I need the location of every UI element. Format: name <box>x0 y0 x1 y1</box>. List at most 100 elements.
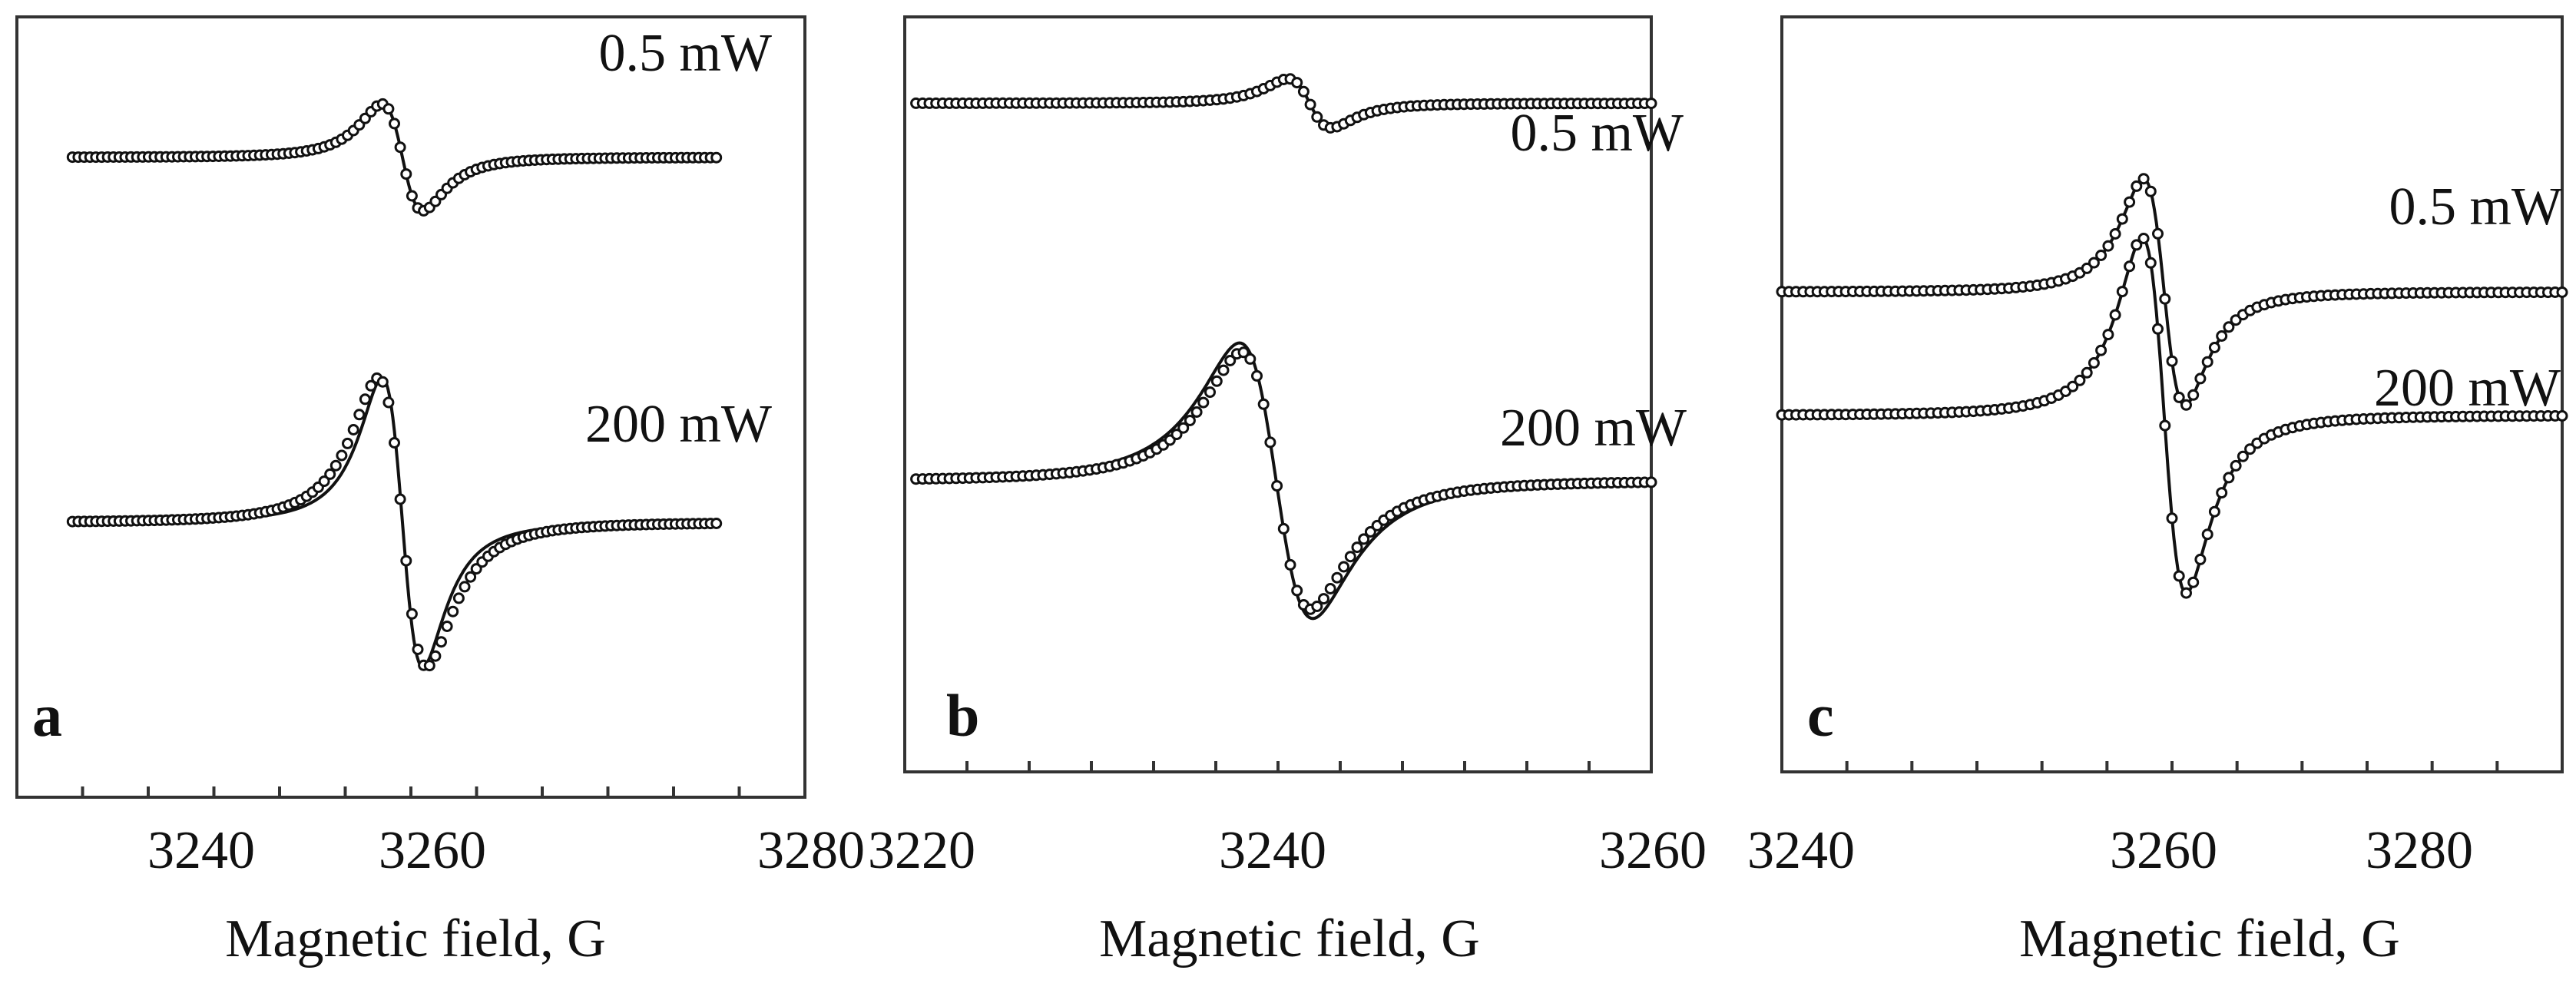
data-point <box>389 437 400 449</box>
x-tick-label: 3260 <box>1599 821 1707 880</box>
data-point <box>1291 77 1303 89</box>
data-point <box>435 636 447 648</box>
data-point <box>1204 386 1216 399</box>
data-point <box>1277 522 1290 535</box>
data-point <box>400 168 412 180</box>
x-tick-label: 3240 <box>1747 821 1855 880</box>
data-point <box>1177 422 1190 434</box>
data-point <box>2244 443 2256 455</box>
series-label: 200 mW <box>1500 399 1687 458</box>
data-point <box>336 449 348 462</box>
data-point <box>1264 436 1276 449</box>
data-point <box>1311 601 1323 612</box>
x-tick-label: 3240 <box>147 821 255 880</box>
data-point <box>2102 329 2114 341</box>
data-point <box>400 555 412 567</box>
data-point <box>324 468 336 480</box>
data-point <box>2137 173 2150 185</box>
data-point <box>2116 213 2128 225</box>
data-point <box>1237 346 1250 359</box>
data-point <box>2131 239 2143 251</box>
data-point <box>406 190 418 202</box>
data-point <box>1257 398 1270 410</box>
data-point <box>2067 380 2079 392</box>
data-point <box>1304 98 1316 111</box>
data-point <box>429 650 442 662</box>
data-point <box>1324 583 1336 594</box>
data-point <box>2159 293 2171 305</box>
data-point <box>394 141 406 154</box>
data-point <box>2116 286 2128 298</box>
data-point <box>406 608 418 620</box>
data-point <box>2124 260 2136 273</box>
data-point <box>2208 342 2220 353</box>
x-tick-label: 3280 <box>2366 821 2473 880</box>
data-point <box>423 660 435 672</box>
data-point <box>318 475 330 488</box>
data-point <box>1210 375 1223 387</box>
data-point <box>2144 185 2157 197</box>
data-point <box>2102 240 2114 252</box>
data-point <box>1197 396 1210 409</box>
data-point <box>394 493 406 505</box>
data-point <box>2180 587 2192 599</box>
data-point <box>1311 111 1323 123</box>
x-axis-label: Magnetic field, G <box>2019 909 2400 968</box>
data-point <box>2201 356 2213 368</box>
data-point <box>2109 228 2121 240</box>
data-point <box>2223 321 2235 333</box>
data-point <box>1338 561 1350 573</box>
data-point <box>2173 570 2185 582</box>
data-point <box>2237 450 2249 462</box>
x-axis-label: Magnetic field, G <box>225 909 606 968</box>
data-point <box>447 605 459 618</box>
data-point <box>1271 480 1283 492</box>
data-point <box>2088 357 2100 369</box>
data-point <box>710 518 723 529</box>
data-point <box>2095 344 2107 356</box>
x-tick-label: 3260 <box>2110 821 2217 880</box>
data-point <box>2173 391 2185 403</box>
data-point <box>465 571 477 583</box>
data-point <box>2208 505 2220 518</box>
data-point <box>2201 528 2213 541</box>
data-point <box>329 459 342 472</box>
series-label: 0.5 mW <box>598 24 772 83</box>
x-axis-label: Magnetic field, G <box>1099 909 1480 968</box>
data-point <box>2152 323 2164 335</box>
data-point <box>1344 551 1356 563</box>
series-label: 200 mW <box>2374 359 2561 418</box>
data-point <box>2180 399 2192 411</box>
x-tick-label: 3240 <box>1219 821 1326 880</box>
data-point <box>382 396 395 409</box>
data-point <box>2095 250 2107 261</box>
data-point <box>2187 576 2200 588</box>
series-label: 0.5 mW <box>1510 104 1684 163</box>
data-point <box>2187 389 2200 401</box>
data-point <box>1217 364 1230 376</box>
data-point <box>1351 541 1363 554</box>
data-point <box>1645 98 1657 110</box>
data-point <box>2124 196 2136 208</box>
data-point <box>2223 472 2235 484</box>
data-point <box>2159 419 2171 432</box>
data-point <box>1297 85 1310 98</box>
data-point <box>1184 415 1196 426</box>
data-point <box>347 424 359 435</box>
data-point <box>2194 553 2207 565</box>
data-point <box>2166 512 2178 525</box>
data-point <box>1645 476 1657 488</box>
x-tick-label: 3280 <box>757 821 865 880</box>
data-point <box>1244 353 1257 365</box>
series-label: 200 mW <box>585 395 772 454</box>
data-point <box>2081 262 2093 274</box>
data-point <box>2131 180 2143 192</box>
data-point <box>412 644 424 655</box>
data-point <box>1284 558 1296 571</box>
data-point <box>353 409 366 421</box>
data-point <box>459 581 471 593</box>
data-point <box>1358 533 1370 545</box>
data-point <box>2144 257 2157 269</box>
data-point <box>2074 374 2086 386</box>
data-point <box>2109 309 2121 321</box>
